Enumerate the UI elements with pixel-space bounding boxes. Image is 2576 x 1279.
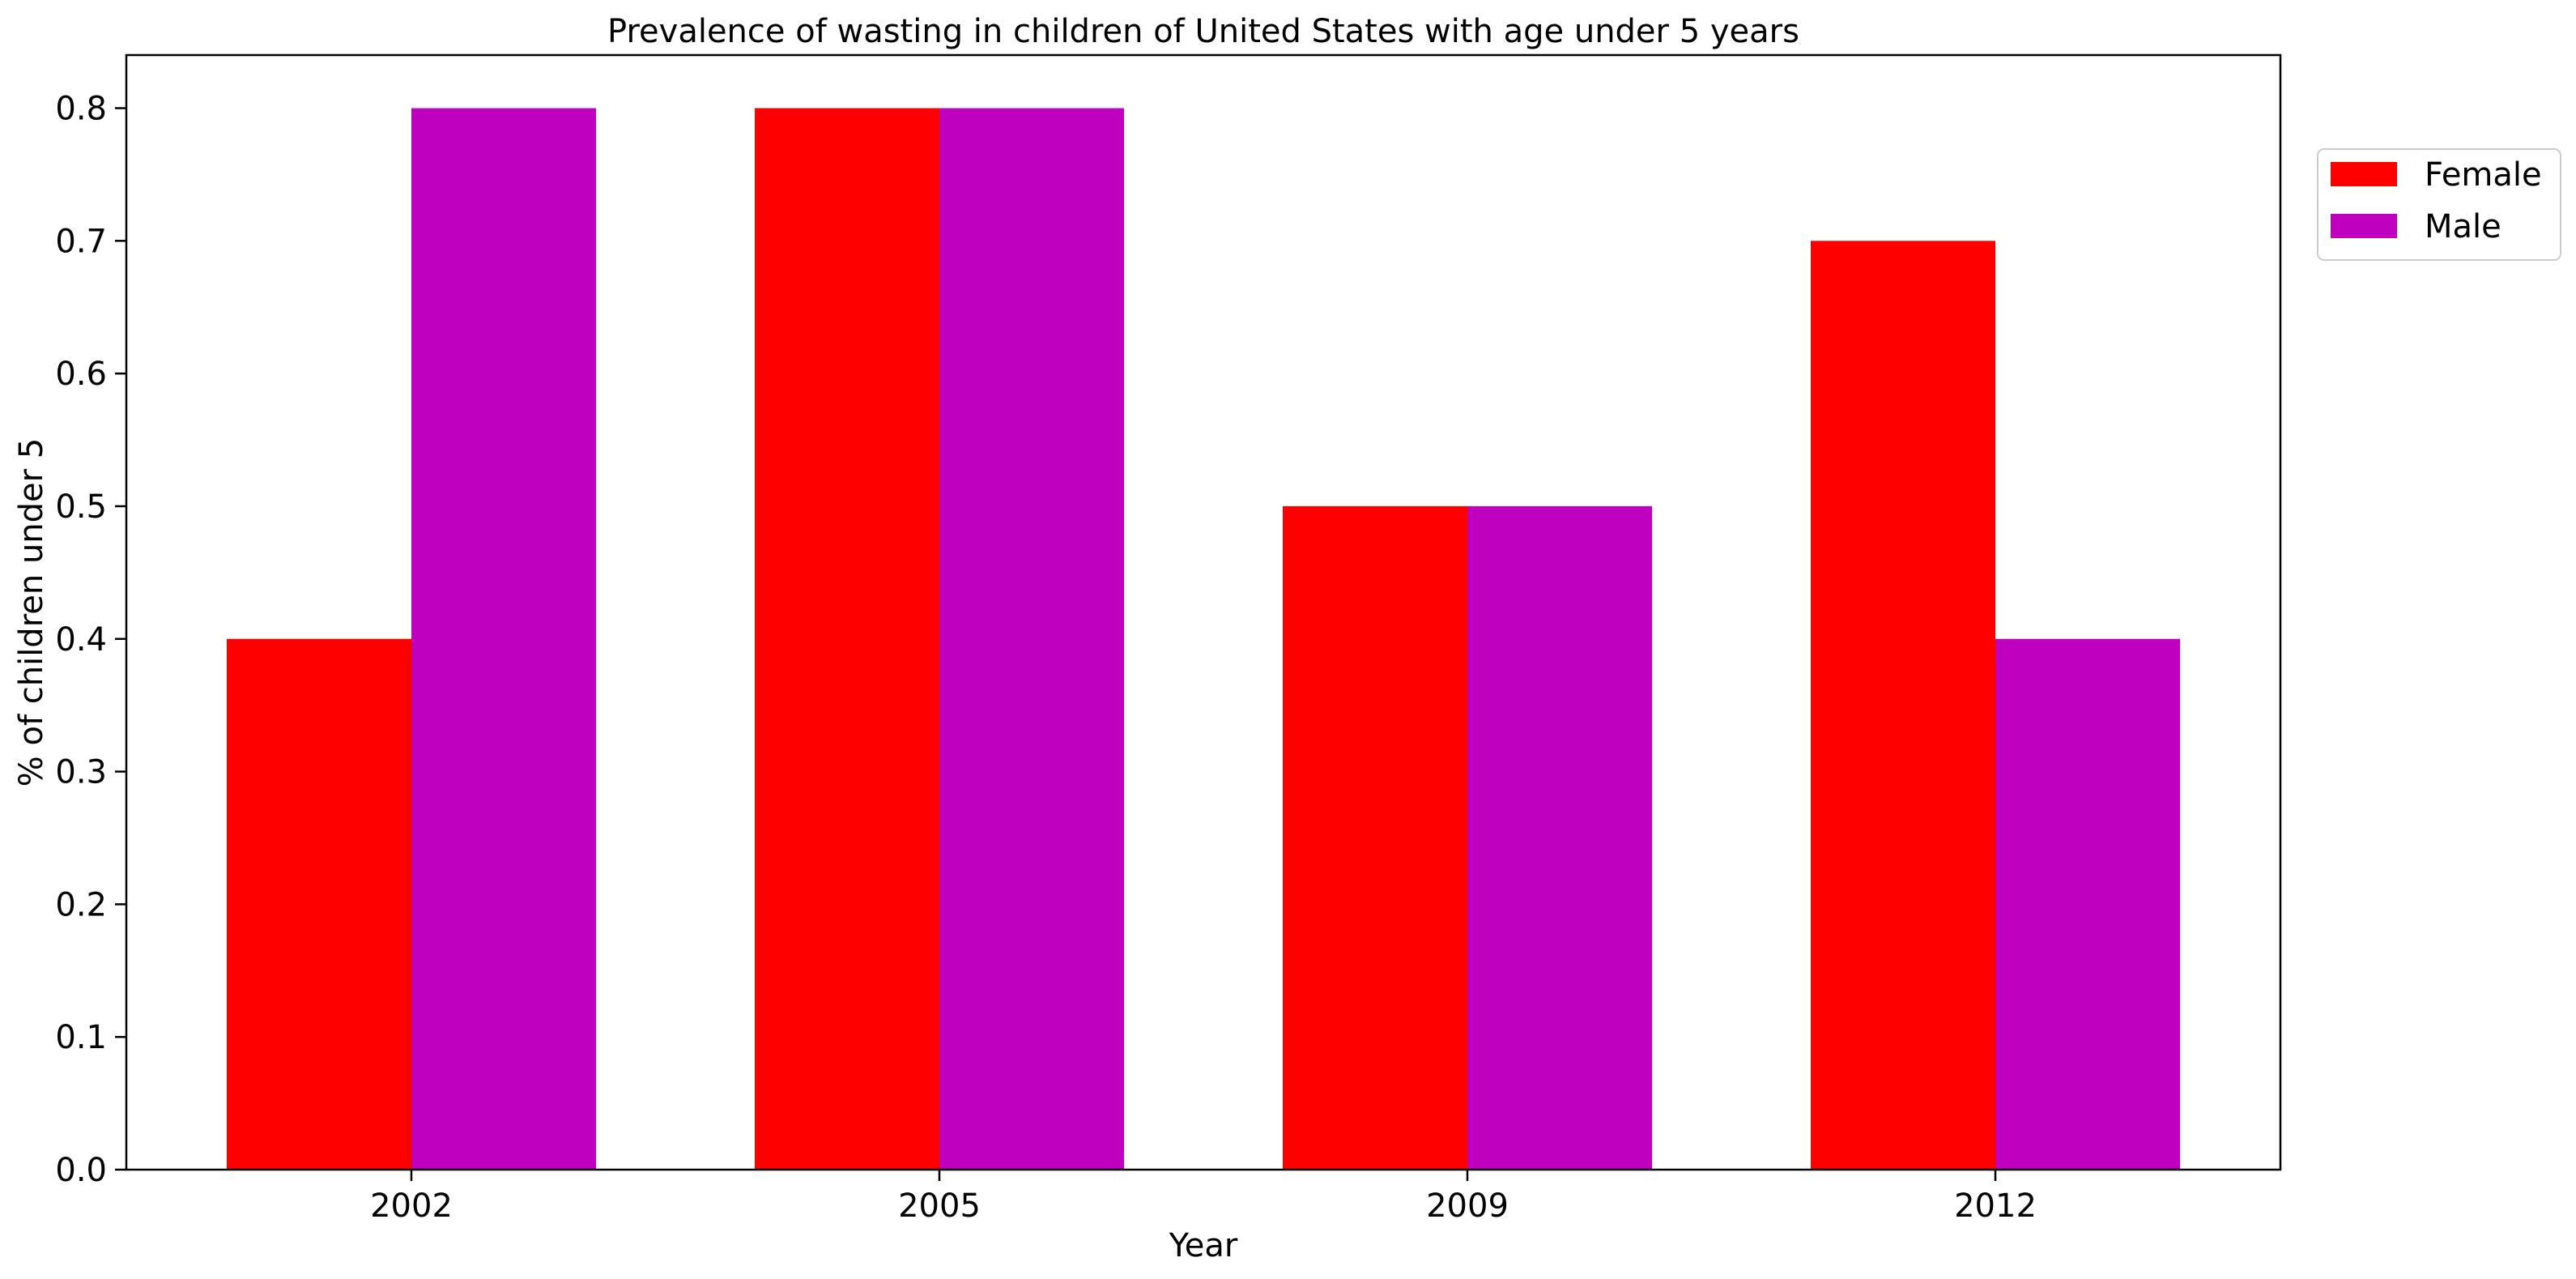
legend-label-male: Male bbox=[2425, 208, 2501, 245]
bar-male-2005 bbox=[939, 108, 1124, 1170]
chart-title: Prevalence of wasting in children of Uni… bbox=[607, 13, 1799, 50]
bar-male-2009 bbox=[1467, 505, 1652, 1170]
bar-female-2005 bbox=[755, 108, 939, 1170]
y-tick-label: 0.7 bbox=[55, 223, 107, 260]
legend-label-female: Female bbox=[2425, 156, 2542, 194]
bar-female-2002 bbox=[227, 638, 411, 1170]
y-tick-label: 0.1 bbox=[55, 1019, 107, 1056]
x-tick-label: 2009 bbox=[1426, 1187, 1509, 1225]
bar-female-2012 bbox=[1811, 241, 1995, 1170]
y-tick-label: 0.2 bbox=[55, 886, 107, 923]
y-tick-label: 0.5 bbox=[55, 488, 107, 526]
x-axis-ticks: 2002 2005 2009 2012 bbox=[370, 1170, 2037, 1225]
legend-swatch-male bbox=[2331, 214, 2397, 238]
x-tick-label: 2005 bbox=[898, 1187, 981, 1225]
y-tick-label: 0.0 bbox=[55, 1152, 107, 1189]
bars-group bbox=[227, 108, 2180, 1170]
y-axis-ticks: 0.0 0.1 0.2 0.3 0.4 0.5 0.6 0.7 0.8 bbox=[55, 91, 126, 1189]
legend-items: Female Male bbox=[2331, 156, 2542, 245]
y-tick-label: 0.8 bbox=[55, 91, 107, 128]
legend-swatch-female bbox=[2331, 162, 2397, 186]
x-tick-label: 2012 bbox=[1954, 1187, 2037, 1225]
y-tick-label: 0.4 bbox=[55, 621, 107, 659]
bar-male-2012 bbox=[1995, 638, 2180, 1170]
bar-male-2002 bbox=[411, 108, 596, 1170]
x-axis-label: Year bbox=[1169, 1227, 1238, 1264]
y-axis-label: % of children under 5 bbox=[13, 438, 50, 787]
bar-female-2009 bbox=[1283, 505, 1467, 1170]
x-tick-label: 2002 bbox=[370, 1187, 453, 1225]
y-tick-label: 0.3 bbox=[55, 754, 107, 791]
plot-area-frame bbox=[125, 53, 2282, 1171]
legend: Female Male bbox=[2317, 148, 2561, 261]
y-tick-label: 0.6 bbox=[55, 356, 107, 393]
